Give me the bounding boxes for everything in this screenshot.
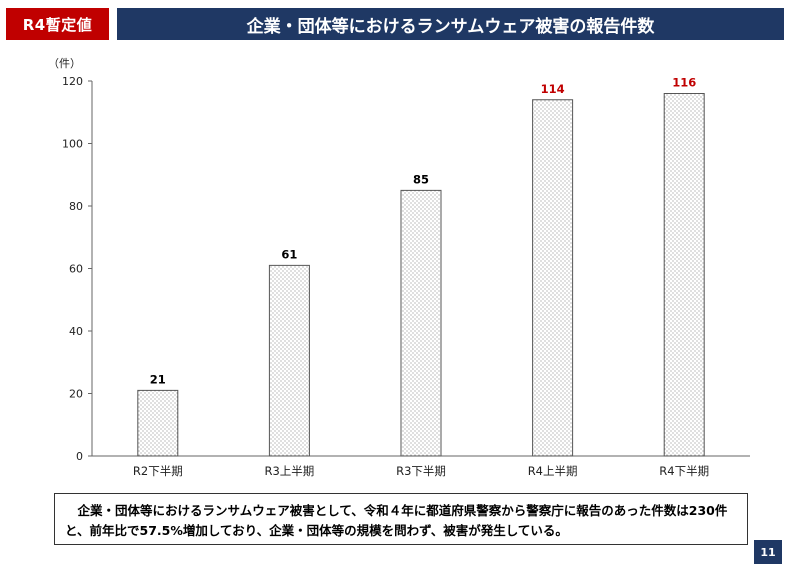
y-tick-label: 100 <box>62 138 83 151</box>
bar <box>663 93 705 457</box>
x-tick-label: R2下半期 <box>133 464 183 478</box>
page-number: 11 <box>754 540 782 564</box>
x-tick-label: R4下半期 <box>659 464 709 478</box>
y-tick-label: 0 <box>76 450 83 463</box>
summary-note: 企業・団体等におけるランサムウェア被害として、令和４年に都道府県警察から警察庁に… <box>54 493 748 545</box>
x-tick-label: R4上半期 <box>528 464 578 478</box>
provisional-badge: R4暫定値 <box>6 8 109 40</box>
bar-value-label: 114 <box>541 82 565 96</box>
y-axis-unit-label: （件） <box>48 57 81 70</box>
bar <box>137 389 179 457</box>
bar <box>532 99 574 457</box>
bar-value-label: 61 <box>281 247 297 261</box>
bar <box>268 264 310 457</box>
y-tick-label: 40 <box>69 325 83 338</box>
y-tick-label: 80 <box>69 200 83 213</box>
y-tick-label: 120 <box>62 75 83 88</box>
y-tick-label: 20 <box>69 388 83 401</box>
bar-value-label: 85 <box>413 172 429 186</box>
x-tick-label: R3下半期 <box>396 464 446 478</box>
bar-value-label: 21 <box>150 372 166 386</box>
slide-title: 企業・団体等におけるランサムウェア被害の報告件数 <box>117 8 784 40</box>
bar-value-label: 116 <box>672 76 696 90</box>
x-tick-label: R3上半期 <box>264 464 314 478</box>
bar-chart: （件） 0 20 40 60 80 100 120 21 R2下半期 61 R3上半期 85 R3下半期 1… <box>48 57 750 478</box>
y-tick-label: 60 <box>69 263 83 276</box>
bar <box>400 189 442 457</box>
